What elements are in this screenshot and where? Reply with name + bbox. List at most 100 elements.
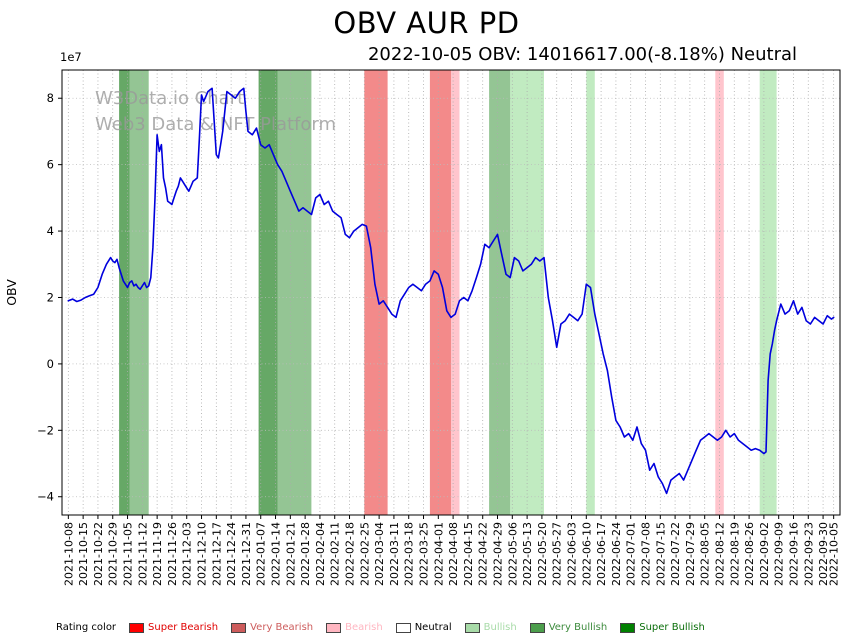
x-tick-label: 2022-03-04 — [373, 522, 386, 586]
x-tick-label: 2022-08-05 — [699, 522, 712, 586]
legend-swatch-very_bearish — [231, 622, 247, 633]
legend-swatch-super_bullish — [620, 622, 636, 633]
x-tick-label: 2022-03-18 — [403, 522, 416, 586]
x-tick-label: 2022-06-10 — [580, 522, 593, 586]
x-tick-label: 2022-07-22 — [669, 522, 682, 586]
x-tick-label: 2022-07-29 — [684, 522, 697, 586]
x-tick-label: 2022-02-04 — [314, 522, 327, 586]
rating-band-very_bullish — [489, 70, 511, 515]
legend-item-bearish: Bearish — [326, 622, 383, 633]
x-tick-label: 2022-01-28 — [299, 522, 312, 586]
y-tick-label: −2 — [37, 423, 54, 437]
chart-subtitle: 2022-10-05 OBV: 14016617.00(-8.18%) Neut… — [367, 44, 798, 65]
x-tick-label: 2021-12-03 — [181, 522, 194, 586]
legend-item-super_bullish: Super Bullish — [620, 622, 705, 633]
legend-swatch-super_bearish — [129, 622, 145, 633]
x-tick-label: 2021-11-05 — [122, 522, 135, 586]
obv-line — [67, 87, 835, 495]
x-tick-label: 2022-04-01 — [432, 522, 445, 586]
rating-band-very_bearish — [429, 70, 451, 515]
x-tick-label: 2022-05-20 — [536, 522, 549, 586]
rating-band-very_bullish — [129, 70, 149, 515]
x-tick-label: 2022-08-19 — [728, 522, 741, 586]
legend-item-label: Super Bearish — [148, 622, 219, 633]
legend-item-label: Bullish — [483, 622, 517, 633]
x-tick-label: 2022-02-25 — [358, 522, 371, 586]
x-tick-label: 2022-09-09 — [773, 522, 786, 586]
x-tick-label: 2022-02-11 — [329, 522, 342, 586]
legend-swatch-neutral — [395, 622, 411, 633]
x-tick-label: 2021-11-26 — [166, 522, 179, 586]
y-tick-label: 0 — [47, 357, 54, 371]
x-tick-label: 2022-07-15 — [654, 522, 667, 586]
rating-band-very_bullish — [277, 70, 312, 515]
x-tick-label: 2021-12-24 — [225, 522, 238, 586]
legend-item-label: Super Bullish — [639, 622, 705, 633]
legend-item-label: Very Bearish — [250, 622, 314, 633]
x-tick-label: 2022-04-22 — [477, 522, 490, 586]
x-tick-label: 2022-06-24 — [610, 522, 623, 586]
x-tick-label: 2022-08-26 — [743, 522, 756, 586]
x-tick-label: 2022-04-08 — [447, 522, 460, 586]
x-tick-label: 2022-10-05 — [828, 522, 841, 586]
rating-band-bearish — [715, 70, 724, 515]
legend-item-very_bearish: Very Bearish — [231, 622, 313, 633]
x-tick-label: 2022-01-14 — [270, 522, 283, 586]
x-tick-label: 2021-10-22 — [92, 522, 105, 586]
y-tick-label: 2 — [47, 290, 54, 304]
x-tick-label: 2022-09-16 — [788, 522, 801, 586]
rating-band-super_bullish — [119, 70, 130, 515]
axes-frame — [61, 69, 841, 516]
legend-item-label: Very Bullish — [548, 622, 608, 633]
x-tick-label: 2022-04-15 — [462, 522, 475, 586]
y-tick-label: −4 — [37, 490, 54, 504]
rating-legend: Rating color Super Bearish Very Bearish Be… — [56, 622, 705, 633]
x-tick-label: 2022-01-07 — [255, 522, 268, 586]
x-tick-label: 2022-04-29 — [492, 522, 505, 586]
y-axis-label: OBV — [4, 279, 19, 306]
y-tick-label: 8 — [47, 91, 54, 105]
rating-band-super_bullish — [258, 70, 278, 515]
x-tick-label: 2022-03-11 — [388, 522, 401, 586]
x-tick-label: 2022-07-01 — [625, 522, 638, 586]
x-tick-label: 2022-07-08 — [640, 522, 653, 586]
x-tick-label: 2021-10-08 — [62, 522, 75, 586]
x-tick-label: 2022-03-25 — [418, 522, 431, 586]
y-tick-label: 4 — [47, 224, 54, 238]
legend-item-bullish: Bullish — [464, 622, 517, 633]
x-tick-label: 2022-09-23 — [802, 522, 815, 586]
legend-swatch-bearish — [326, 622, 342, 633]
rating-band-bearish — [451, 70, 460, 515]
x-tick-label: 2022-05-13 — [521, 522, 534, 586]
watermark-line-1: W3Data.io Chart — [95, 88, 244, 109]
x-tick-label: 2021-12-10 — [196, 522, 209, 586]
x-tick-label: 2022-06-17 — [595, 522, 608, 586]
x-tick-label: 2021-12-17 — [210, 522, 223, 586]
x-tick-label: 2022-01-21 — [284, 522, 297, 586]
x-tick-label: 2022-09-30 — [817, 522, 830, 586]
x-tick-label: 2021-10-15 — [77, 522, 90, 586]
x-tick-label: 2022-05-27 — [551, 522, 564, 586]
x-tick-label: 2021-12-31 — [240, 522, 253, 586]
x-tick-label: 2022-08-12 — [714, 522, 727, 586]
chart-title: OBV AUR PD — [333, 6, 520, 40]
legend-item-neutral: Neutral — [395, 622, 452, 633]
legend-item-very_bullish: Very Bullish — [529, 622, 608, 633]
rating-band-bullish — [759, 70, 777, 515]
x-tick-label: 2022-09-02 — [758, 522, 771, 586]
x-tick-label: 2022-02-18 — [344, 522, 357, 586]
y-tick-label: 6 — [47, 158, 54, 172]
legend-swatch-very_bullish — [529, 622, 545, 633]
x-tick-label: 2022-05-06 — [506, 522, 519, 586]
x-tick-label: 2021-11-12 — [136, 522, 149, 586]
watermark-line-2: Web3 Data & NFT Platform — [95, 114, 336, 135]
legend-item-label: Bearish — [345, 622, 383, 633]
legend-item-super_bearish: Super Bearish — [129, 622, 218, 633]
legend-title: Rating color — [56, 622, 117, 633]
y-offset-label: 1e7 — [60, 50, 82, 64]
x-tick-label: 2021-11-19 — [151, 522, 164, 586]
legend-swatch-bullish — [464, 622, 480, 633]
x-tick-label: 2021-10-29 — [107, 522, 120, 586]
legend-item-label: Neutral — [414, 622, 452, 633]
